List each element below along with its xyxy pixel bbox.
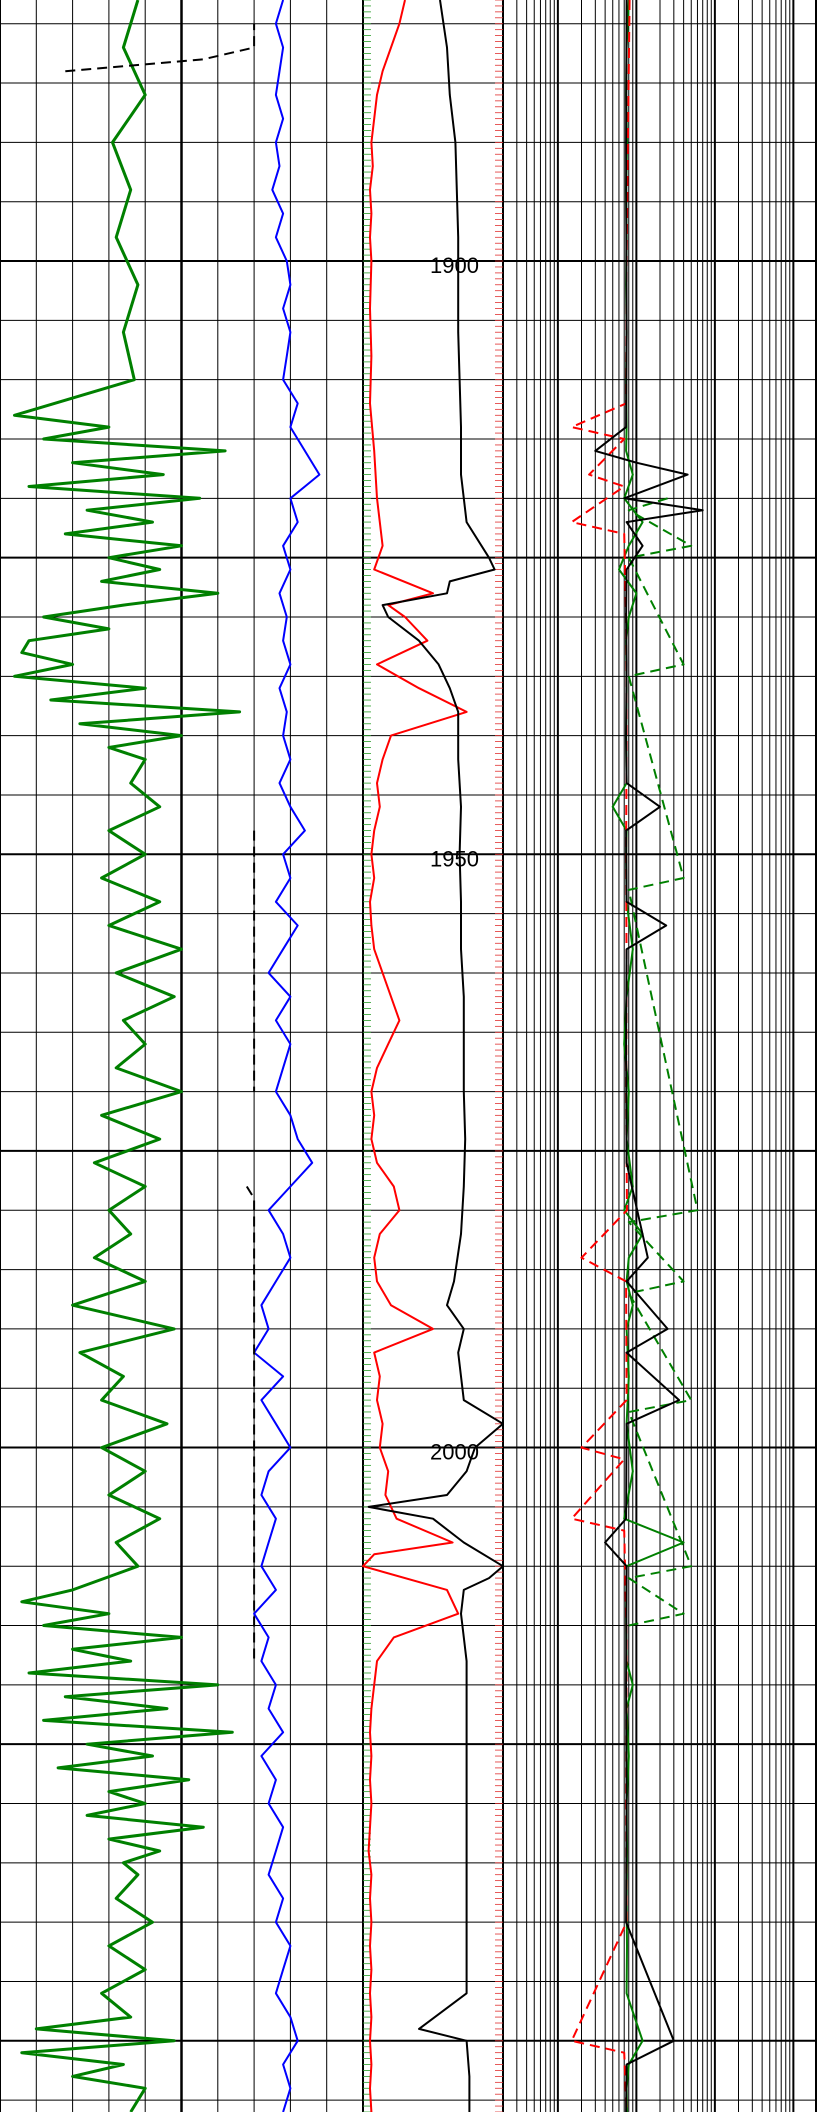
series-line bbox=[65, 23, 256, 73]
depth-label: 1900 bbox=[430, 253, 479, 278]
depth-label: 1950 bbox=[430, 846, 479, 871]
depth-label-layer: 1900 1950 2000 bbox=[430, 253, 479, 1465]
series-layer bbox=[13, 0, 704, 2112]
series-line bbox=[13, 0, 242, 2112]
series-line bbox=[367, 0, 504, 2112]
series-line bbox=[594, 0, 704, 2112]
series-line bbox=[627, 497, 699, 1627]
depth-tick-layer bbox=[363, 0, 503, 2112]
depth-label: 2000 bbox=[430, 1440, 479, 1465]
series-line bbox=[362, 0, 468, 2112]
series-line bbox=[253, 0, 321, 2112]
series-line bbox=[245, 1185, 256, 1662]
